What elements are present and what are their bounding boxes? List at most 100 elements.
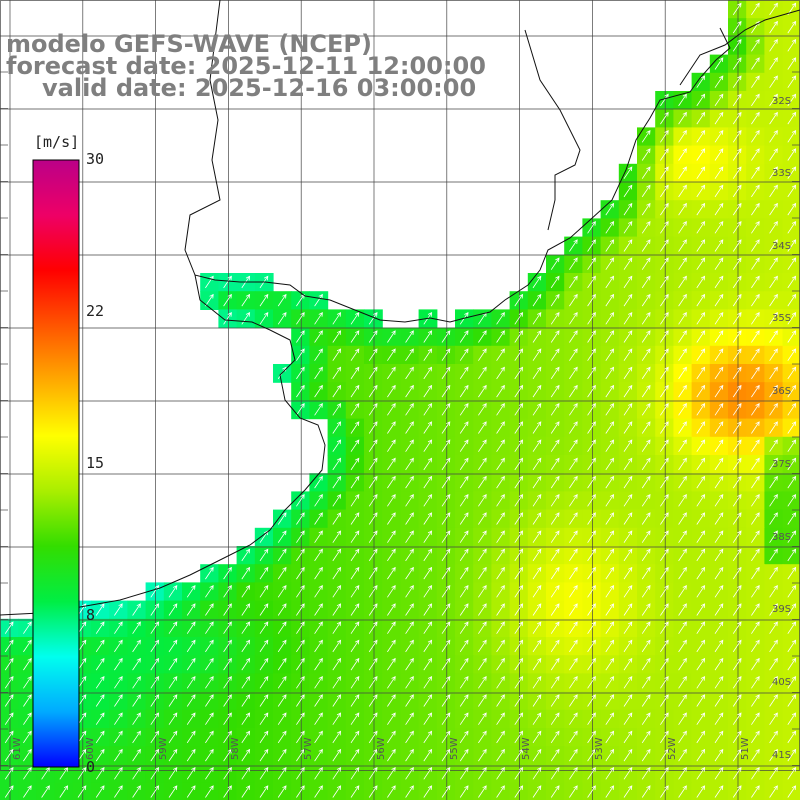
wind-arrow	[441, 639, 451, 653]
wind-arrow	[605, 275, 615, 289]
wind-arrow	[350, 548, 360, 562]
wind-arrow	[514, 421, 524, 434]
wind-arrow	[259, 676, 269, 689]
wind-arrow	[751, 767, 760, 780]
wind-arrow	[751, 148, 760, 161]
wind-arrow	[751, 639, 760, 653]
wind-arrow	[751, 694, 760, 707]
wind-arrow	[751, 275, 760, 289]
wind-cell	[455, 455, 474, 474]
wind-arrow	[623, 548, 633, 562]
wind-arrow	[769, 239, 778, 252]
wind-cell	[455, 436, 474, 456]
wind-arrow	[4, 657, 14, 671]
wind-arrow	[77, 785, 87, 798]
wind-arrow	[350, 657, 360, 671]
wind-cell	[691, 637, 711, 656]
wind-cell	[236, 764, 256, 784]
wind-cell	[764, 400, 784, 420]
wind-arrow	[514, 330, 524, 343]
wind-arrow	[368, 439, 378, 452]
wind-cell	[109, 746, 128, 765]
wind-cell	[618, 327, 638, 347]
wind-cell	[291, 691, 310, 711]
wind-cell	[145, 582, 165, 602]
wind-cell	[400, 582, 420, 602]
wind-arrow	[223, 585, 232, 598]
wind-cell	[600, 673, 620, 693]
wind-arrow	[605, 403, 615, 416]
wind-cell	[291, 564, 310, 583]
wind-cell	[364, 618, 383, 638]
wind-cell	[728, 746, 747, 765]
wind-arrow	[623, 748, 633, 762]
wind-cell	[618, 382, 638, 401]
wind-arrow	[569, 312, 578, 325]
wind-cell	[400, 691, 420, 711]
wind-arrow	[678, 111, 687, 125]
wind-arrow	[314, 403, 323, 416]
wind-arrow	[641, 148, 651, 161]
wind-cell	[345, 600, 365, 620]
wind-cell	[600, 273, 620, 292]
wind-arrow	[459, 748, 469, 762]
wind-cell	[218, 582, 238, 602]
wind-arrow	[641, 621, 651, 634]
wind-arrow	[478, 639, 487, 653]
wind-cell	[582, 236, 602, 256]
wind-cell	[637, 546, 656, 565]
wind-cell	[582, 691, 602, 711]
wind-cell	[527, 509, 547, 529]
wind-arrow	[514, 403, 524, 416]
wind-arrow	[478, 657, 487, 671]
wind-cell	[673, 691, 693, 711]
wind-cell	[327, 327, 347, 347]
wind-arrow	[696, 694, 706, 707]
wind-cell	[273, 655, 292, 674]
wind-cell	[418, 728, 438, 747]
wind-arrow	[441, 348, 451, 361]
wind-cell	[455, 691, 474, 711]
wind-cell	[709, 54, 729, 74]
wind-arrow	[714, 439, 724, 452]
wind-arrow	[696, 403, 706, 416]
wind-cell	[655, 509, 674, 529]
wind-arrow	[259, 694, 269, 707]
wind-cell	[728, 218, 747, 238]
wind-cell	[746, 91, 765, 110]
wind-arrow	[787, 348, 797, 361]
wind-arrow	[405, 348, 414, 361]
wind-arrow	[478, 457, 487, 471]
wind-cell	[637, 345, 656, 365]
wind-arrow	[569, 403, 578, 416]
wind-cell	[418, 600, 438, 620]
wind-arrow	[332, 312, 342, 325]
wind-arrow	[532, 384, 542, 398]
wind-arrow	[405, 767, 414, 780]
wind-cell	[382, 345, 401, 365]
wind-arrow	[605, 639, 615, 653]
wind-arrow	[368, 748, 378, 762]
colorbar-tick-30: 30	[86, 150, 105, 168]
wind-arrow	[532, 694, 542, 707]
wind-cell	[291, 527, 310, 547]
wind-cell	[600, 691, 620, 711]
wind-cell	[400, 709, 420, 729]
wind-arrow	[641, 275, 651, 289]
wind-arrow	[569, 293, 578, 307]
wind-cell	[163, 709, 183, 729]
wind-cell	[764, 182, 784, 201]
wind-cell	[473, 673, 492, 693]
wind-arrow	[769, 75, 778, 88]
wind-cell	[491, 582, 511, 602]
wind-arrow	[623, 639, 633, 653]
wind-cell	[618, 200, 638, 219]
wind-cell	[91, 618, 110, 638]
wind-arrow	[550, 457, 560, 471]
wind-arrow	[587, 348, 596, 361]
wind-arrow	[623, 585, 633, 598]
wind-arrow	[23, 639, 32, 653]
wind-arrow	[478, 566, 487, 580]
wind-arrow	[732, 257, 742, 270]
wind-cell	[455, 473, 474, 492]
